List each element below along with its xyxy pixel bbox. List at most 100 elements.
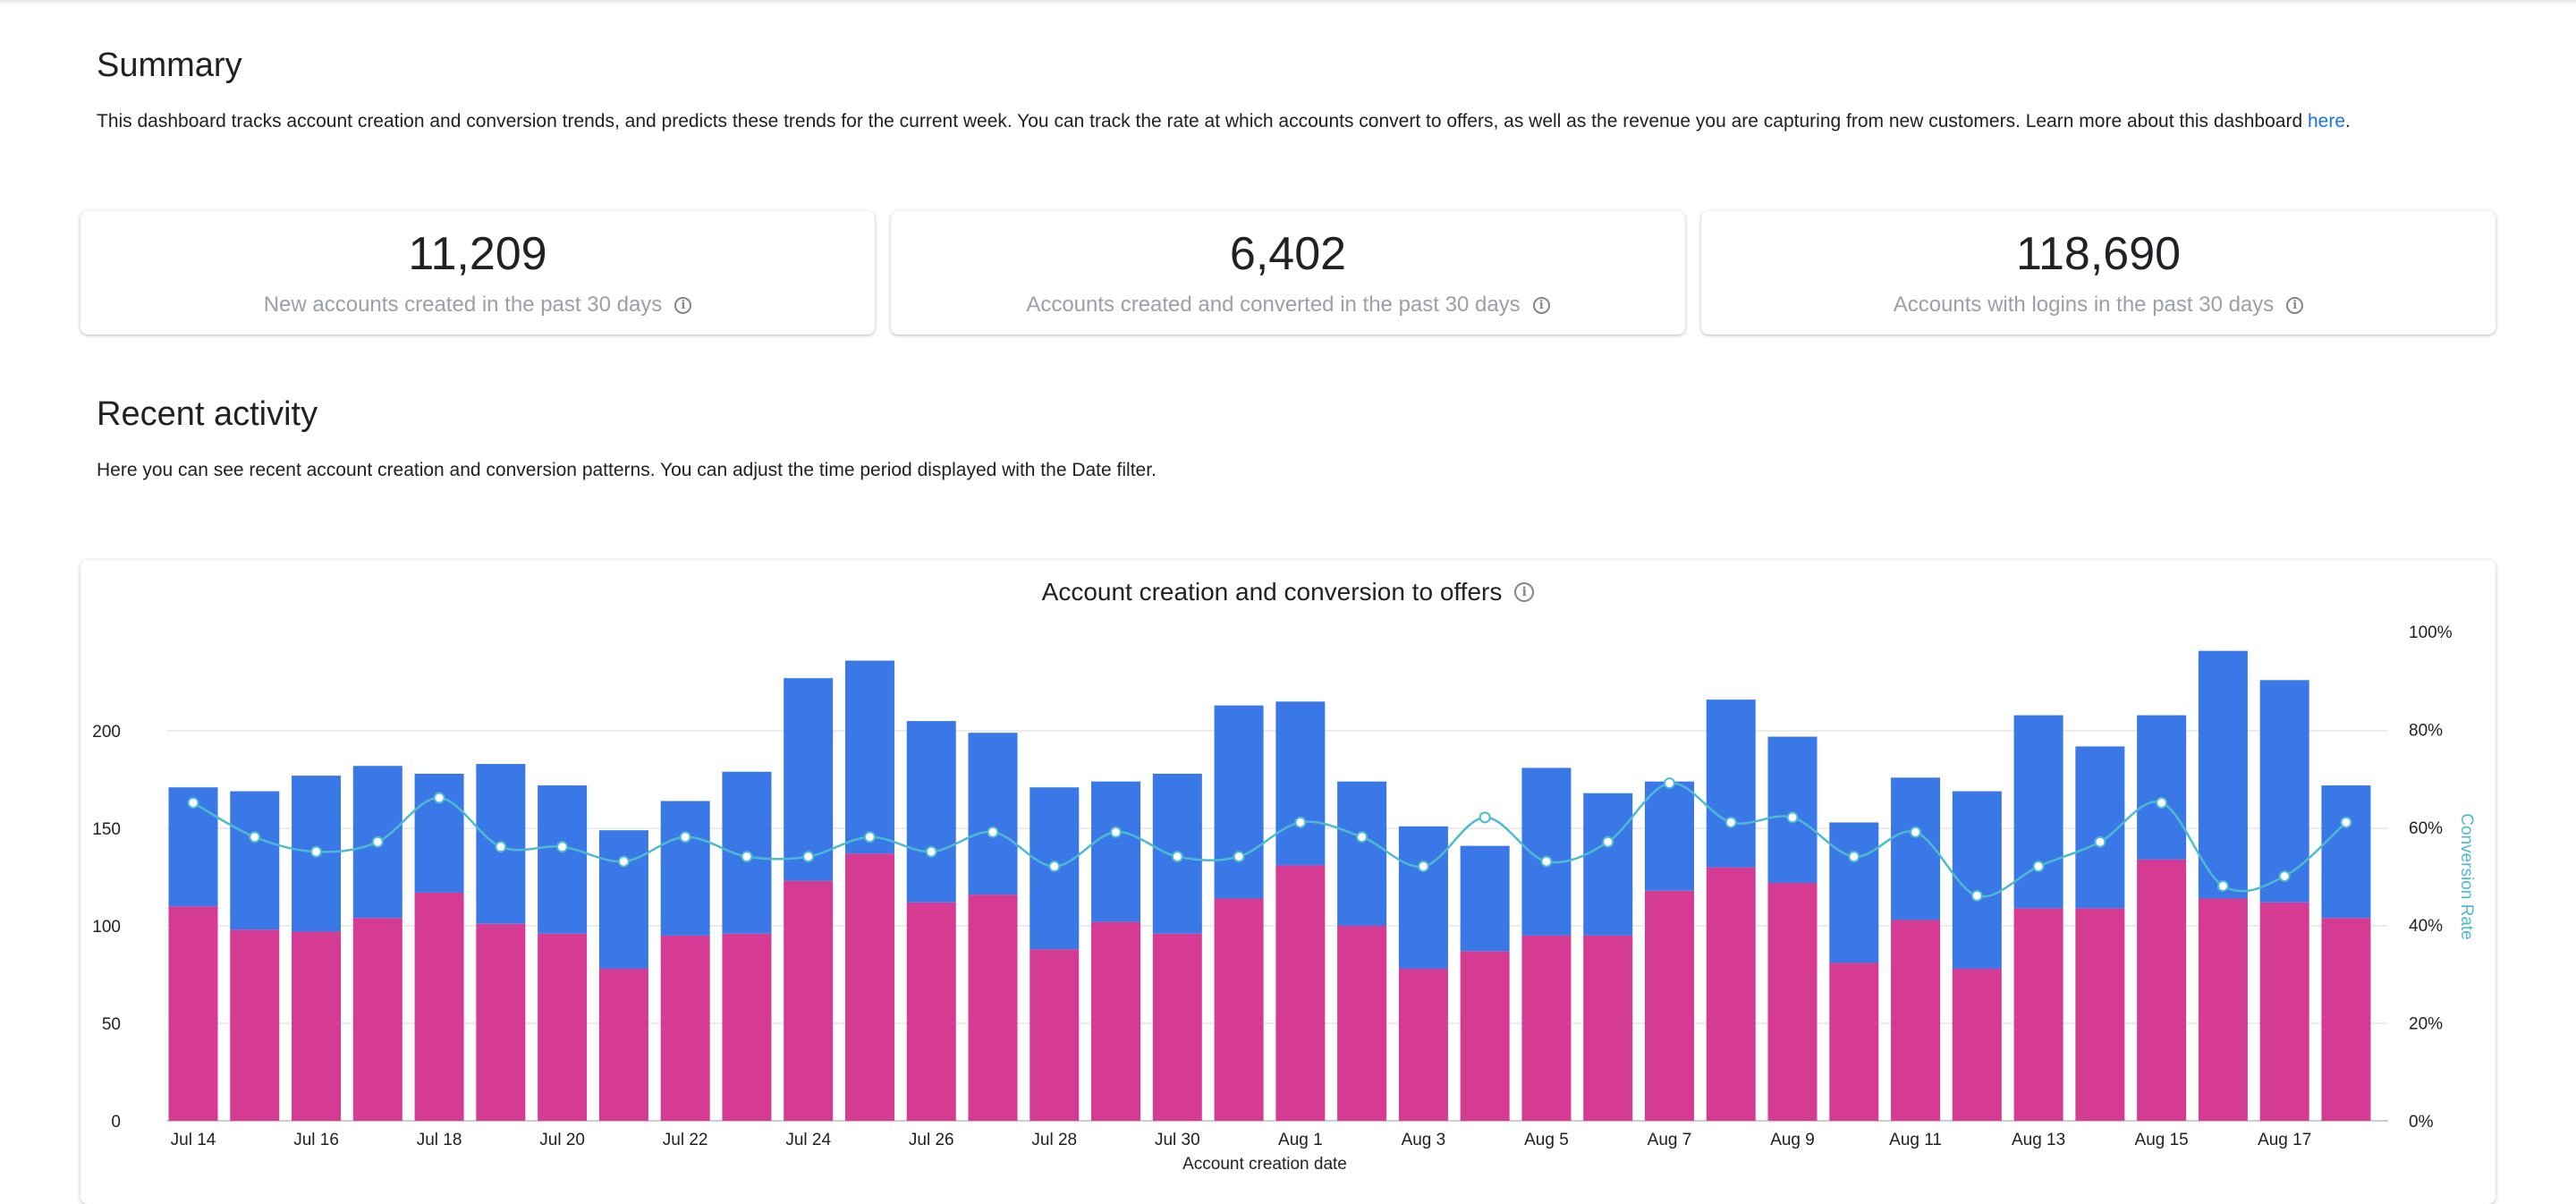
x-tick-label: Jul 20: [539, 1131, 585, 1149]
bar-created: [2075, 746, 2125, 909]
x-tick-label: Jul 24: [785, 1131, 831, 1149]
conversion-rate-point: [495, 841, 507, 853]
learn-more-link[interactable]: here: [2307, 111, 2345, 131]
conversion-rate-point: [2094, 835, 2106, 848]
y2-tick-label: 100%: [2409, 623, 2453, 642]
bar-created: [1337, 781, 1387, 926]
x-tick-label: Jul 30: [1155, 1131, 1200, 1149]
x-tick-label: Jul 14: [171, 1131, 216, 1149]
chart-title-row: Account creation and conversion to offer…: [80, 578, 2496, 606]
conversion-rate-point: [1171, 851, 1183, 863]
x-tick-label: Aug 15: [2135, 1131, 2189, 1149]
y2-axis-label: Conversion Rate: [2457, 813, 2476, 940]
bar-converted: [1214, 898, 1264, 1121]
bar-converted: [292, 931, 342, 1121]
summary-description-text: This dashboard tracks account creation a…: [97, 111, 2308, 131]
info-icon[interactable]: i: [1532, 296, 1550, 314]
kpi-label: Accounts with logins in the past 30 days: [1893, 293, 2275, 317]
bar-converted: [1521, 935, 1572, 1121]
bar-converted: [538, 933, 588, 1121]
bar-converted: [784, 880, 834, 1121]
bar-converted: [1091, 921, 1141, 1121]
kpi-value: 6,402: [1229, 228, 1347, 280]
bar-converted: [968, 895, 1018, 1121]
info-icon[interactable]: i: [1514, 582, 1535, 602]
bar-converted: [2321, 918, 2371, 1121]
bar-converted: [1275, 865, 1326, 1121]
bar-converted: [906, 902, 956, 1121]
conversion-rate-point: [1663, 777, 1675, 790]
bar-created: [414, 773, 464, 893]
conversion-rate-point: [187, 796, 199, 809]
x-tick-label: Jul 18: [417, 1131, 462, 1149]
chart-title: Account creation and conversion to offer…: [1041, 578, 1503, 606]
bar-converted: [168, 906, 218, 1121]
bar-created: [844, 660, 894, 854]
conversion-rate-point: [1602, 835, 1614, 848]
bar-created: [2259, 680, 2309, 903]
x-tick-label: Aug 11: [1889, 1131, 1942, 1149]
conversion-rate-point: [310, 845, 323, 858]
conversion-rate-point: [2032, 861, 2045, 873]
conversion-rate-point: [1479, 811, 1491, 824]
conversion-rate-point: [679, 831, 691, 844]
conversion-rate-point: [1356, 831, 1368, 844]
conversion-rate-point: [1970, 889, 1983, 902]
bar-converted: [352, 918, 402, 1121]
conversion-rate-point: [1048, 861, 1061, 873]
y-tick-label: 50: [102, 1015, 121, 1034]
bar-converted: [2259, 902, 2309, 1121]
y-tick-label: 150: [92, 820, 121, 839]
conversion-rate-point: [2156, 796, 2168, 809]
kpi-value: 11,209: [408, 228, 547, 280]
conversion-rate-point: [556, 841, 569, 853]
bar-converted: [476, 923, 526, 1121]
y2-tick-label: 0%: [2409, 1113, 2434, 1132]
bar-created: [1460, 845, 1510, 952]
bar-created: [2198, 650, 2248, 899]
kpi-label-row: Accounts with logins in the past 30 days…: [1701, 293, 2496, 318]
top-shadow: [0, 0, 2576, 5]
bar-created: [1091, 781, 1141, 922]
recent-activity-title: Recent activity: [97, 395, 318, 433]
info-icon[interactable]: i: [674, 296, 692, 314]
bar-created: [598, 830, 648, 969]
conversion-rate-point: [1294, 816, 1307, 828]
bar-converted: [1398, 968, 1448, 1121]
conversion-rate-point: [249, 831, 261, 844]
y-tick-label: 200: [92, 723, 121, 742]
bar-created: [906, 721, 956, 903]
bar-converted: [1644, 890, 1694, 1121]
x-tick-label: Jul 26: [909, 1131, 954, 1149]
info-icon[interactable]: i: [2286, 296, 2304, 314]
conversion-rate-point: [1417, 861, 1429, 873]
bar-created: [538, 785, 588, 934]
bar-created: [1767, 736, 1818, 884]
summary-title: Summary: [97, 47, 242, 84]
bar-created: [1214, 705, 1264, 899]
conversion-rate-point: [1110, 826, 1123, 838]
bar-created: [1398, 826, 1448, 969]
bar-created: [1275, 701, 1326, 866]
conversion-rate-point: [1786, 811, 1799, 824]
kpi-label: New accounts created in the past 30 days: [263, 293, 663, 317]
bar-created: [2137, 715, 2187, 860]
y-tick-label: 0: [111, 1113, 121, 1132]
conversion-rate-point: [371, 835, 384, 848]
kpi-label-row: Accounts created and converted in the pa…: [891, 293, 1685, 318]
conversion-rate-point: [1233, 851, 1245, 863]
conversion-rate-point: [617, 855, 630, 868]
recent-activity-description: Here you can see recent account creation…: [97, 460, 1157, 480]
conversion-rate-point: [863, 831, 876, 844]
bar-created: [784, 678, 834, 881]
conversion-rate-point: [1724, 816, 1737, 828]
bar-converted: [1460, 951, 1510, 1121]
conversion-rate-point: [1910, 826, 1922, 838]
bar-converted: [598, 968, 648, 1121]
x-tick-label: Aug 3: [1402, 1131, 1446, 1149]
bar-converted: [1706, 867, 1756, 1121]
conversion-rate-point: [2278, 870, 2291, 882]
conversion-rate-point: [1848, 851, 1860, 863]
conversion-rate-point: [2340, 816, 2352, 828]
chart-card: Account creation and conversion to offer…: [80, 560, 2496, 1204]
